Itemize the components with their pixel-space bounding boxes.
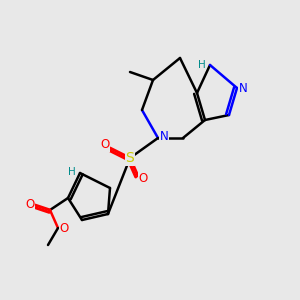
Text: H: H bbox=[68, 167, 76, 177]
Text: H: H bbox=[198, 60, 206, 70]
Text: N: N bbox=[160, 130, 168, 142]
Text: O: O bbox=[100, 139, 109, 152]
Text: O: O bbox=[26, 199, 34, 212]
Text: O: O bbox=[59, 221, 69, 235]
Text: O: O bbox=[138, 172, 148, 185]
Text: S: S bbox=[126, 151, 134, 165]
Text: N: N bbox=[238, 82, 247, 94]
